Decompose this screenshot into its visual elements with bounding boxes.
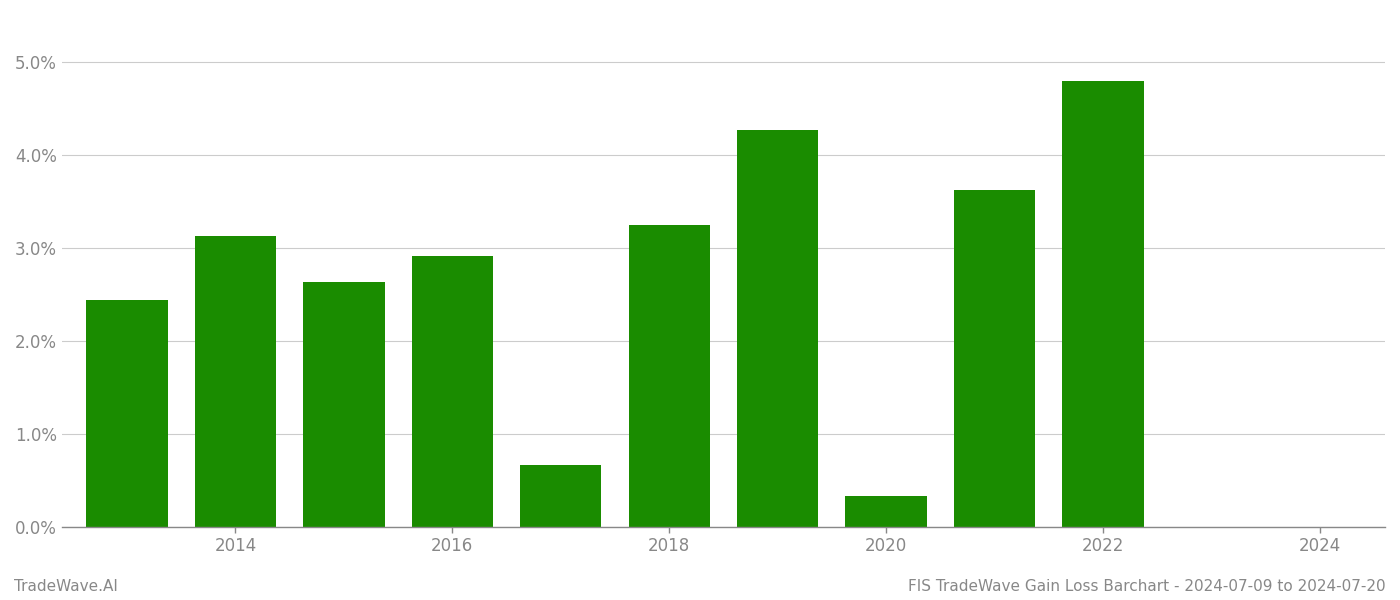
Bar: [629, 225, 710, 527]
Text: FIS TradeWave Gain Loss Barchart - 2024-07-09 to 2024-07-20: FIS TradeWave Gain Loss Barchart - 2024-…: [909, 579, 1386, 594]
Bar: [195, 236, 276, 527]
Bar: [87, 299, 168, 527]
Bar: [412, 256, 493, 527]
Bar: [304, 282, 385, 527]
Bar: [953, 190, 1035, 527]
Text: TradeWave.AI: TradeWave.AI: [14, 579, 118, 594]
Bar: [736, 130, 819, 527]
Bar: [519, 465, 602, 527]
Bar: [1063, 81, 1144, 527]
Bar: [846, 496, 927, 527]
